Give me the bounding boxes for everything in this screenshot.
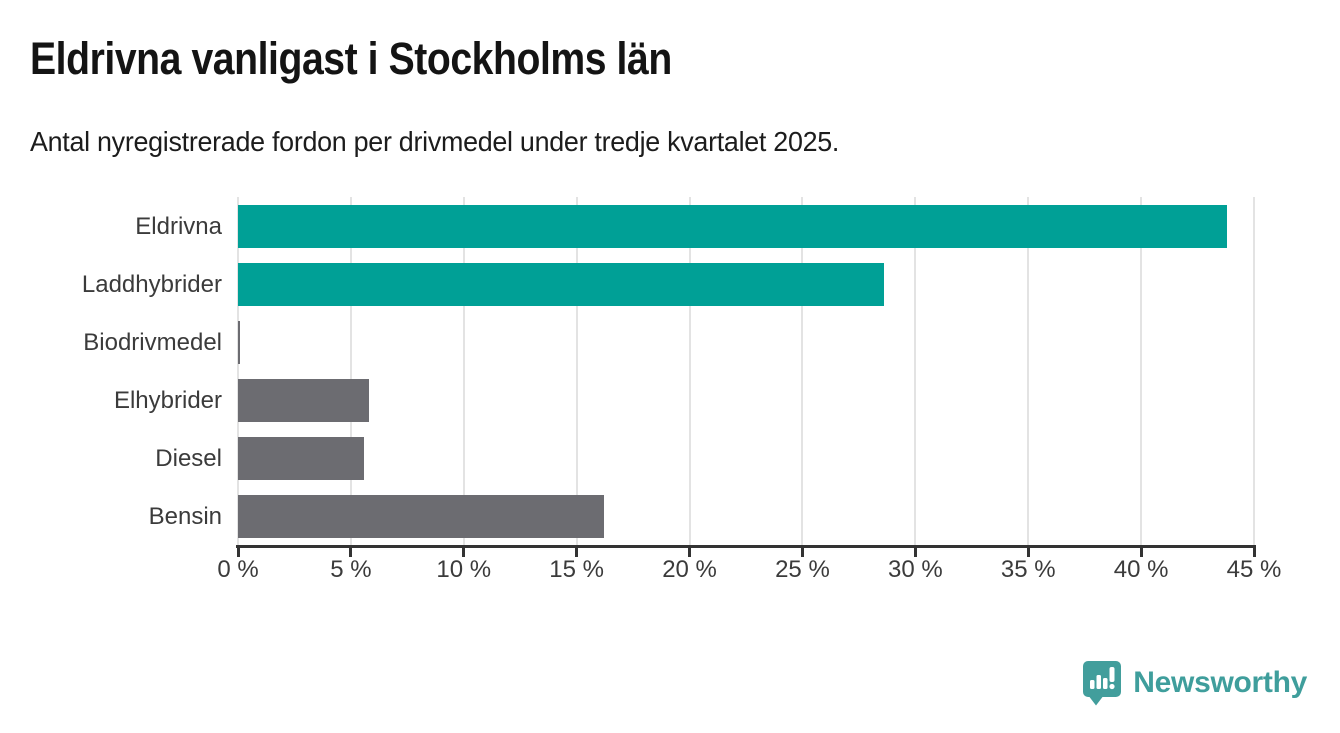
tickmark-20 [688,548,692,557]
bar-laddhybrider [238,262,884,306]
gridline-20 [688,197,691,546]
tickmark-15 [575,548,579,557]
chart-subtitle: Antal nyregistrerade fordon per drivmede… [30,126,840,157]
x-tick-label: 25 % [775,556,830,583]
bar-biodrivmedel [238,320,241,364]
brand-name: Newsworthy [1133,666,1307,699]
category-label: Diesel [155,445,222,473]
gridline-0 [237,197,239,546]
category-label: Biodrivmedel [83,328,222,356]
tickmark-0 [236,548,240,557]
x-tick-label: 40 % [1113,556,1169,583]
bar-bensin [238,495,604,539]
x-tick-label: 10 % [436,556,492,583]
newsworthy-logo-icon [1081,659,1123,707]
chart-title: Eldrivna vanligast i Stockholms län [30,33,672,84]
category-label: Bensin [148,503,222,531]
plot-area [237,197,1255,546]
x-axis-line [236,545,1256,548]
category-label: Elhybrider [113,387,222,415]
tickmark-25 [800,548,804,557]
bar-eldrivna [238,204,1227,248]
gridline-35 [1027,197,1030,546]
gridline-30 [914,197,917,546]
tickmark-30 [913,548,917,557]
gridline-10 [462,197,465,546]
x-tick-label: 5 % [330,556,372,583]
tickmark-5 [349,548,353,557]
gridline-5 [349,197,352,546]
x-tick-label: 20 % [662,556,717,583]
bar-diesel [238,437,365,481]
x-tick-label: 35 % [1000,556,1056,583]
tickmark-45 [1252,548,1256,557]
tickmark-10 [462,548,466,557]
bar-chart: 0 % 5 % 10 % 15 % 20 % 25 % 30 % 35 % 40 % 45 % El… [81,197,1282,583]
bar-elhybrider [238,379,369,423]
x-tick-label: 45 % [1226,556,1282,583]
tickmark-35 [1026,548,1030,557]
gridline-25 [801,197,804,546]
gridline-45 [1253,197,1255,546]
tickmark-40 [1139,548,1143,557]
gridline-15 [575,197,578,546]
x-tick-label: 0 % [217,556,259,583]
x-tick-label: 15 % [549,556,604,583]
gridline-40 [1140,197,1143,546]
brand-footer: Newsworthy [1081,659,1307,707]
category-label: Eldrivna [135,212,222,240]
x-tick-label: 30 % [887,556,943,583]
category-label: Laddhybrider [81,270,222,298]
